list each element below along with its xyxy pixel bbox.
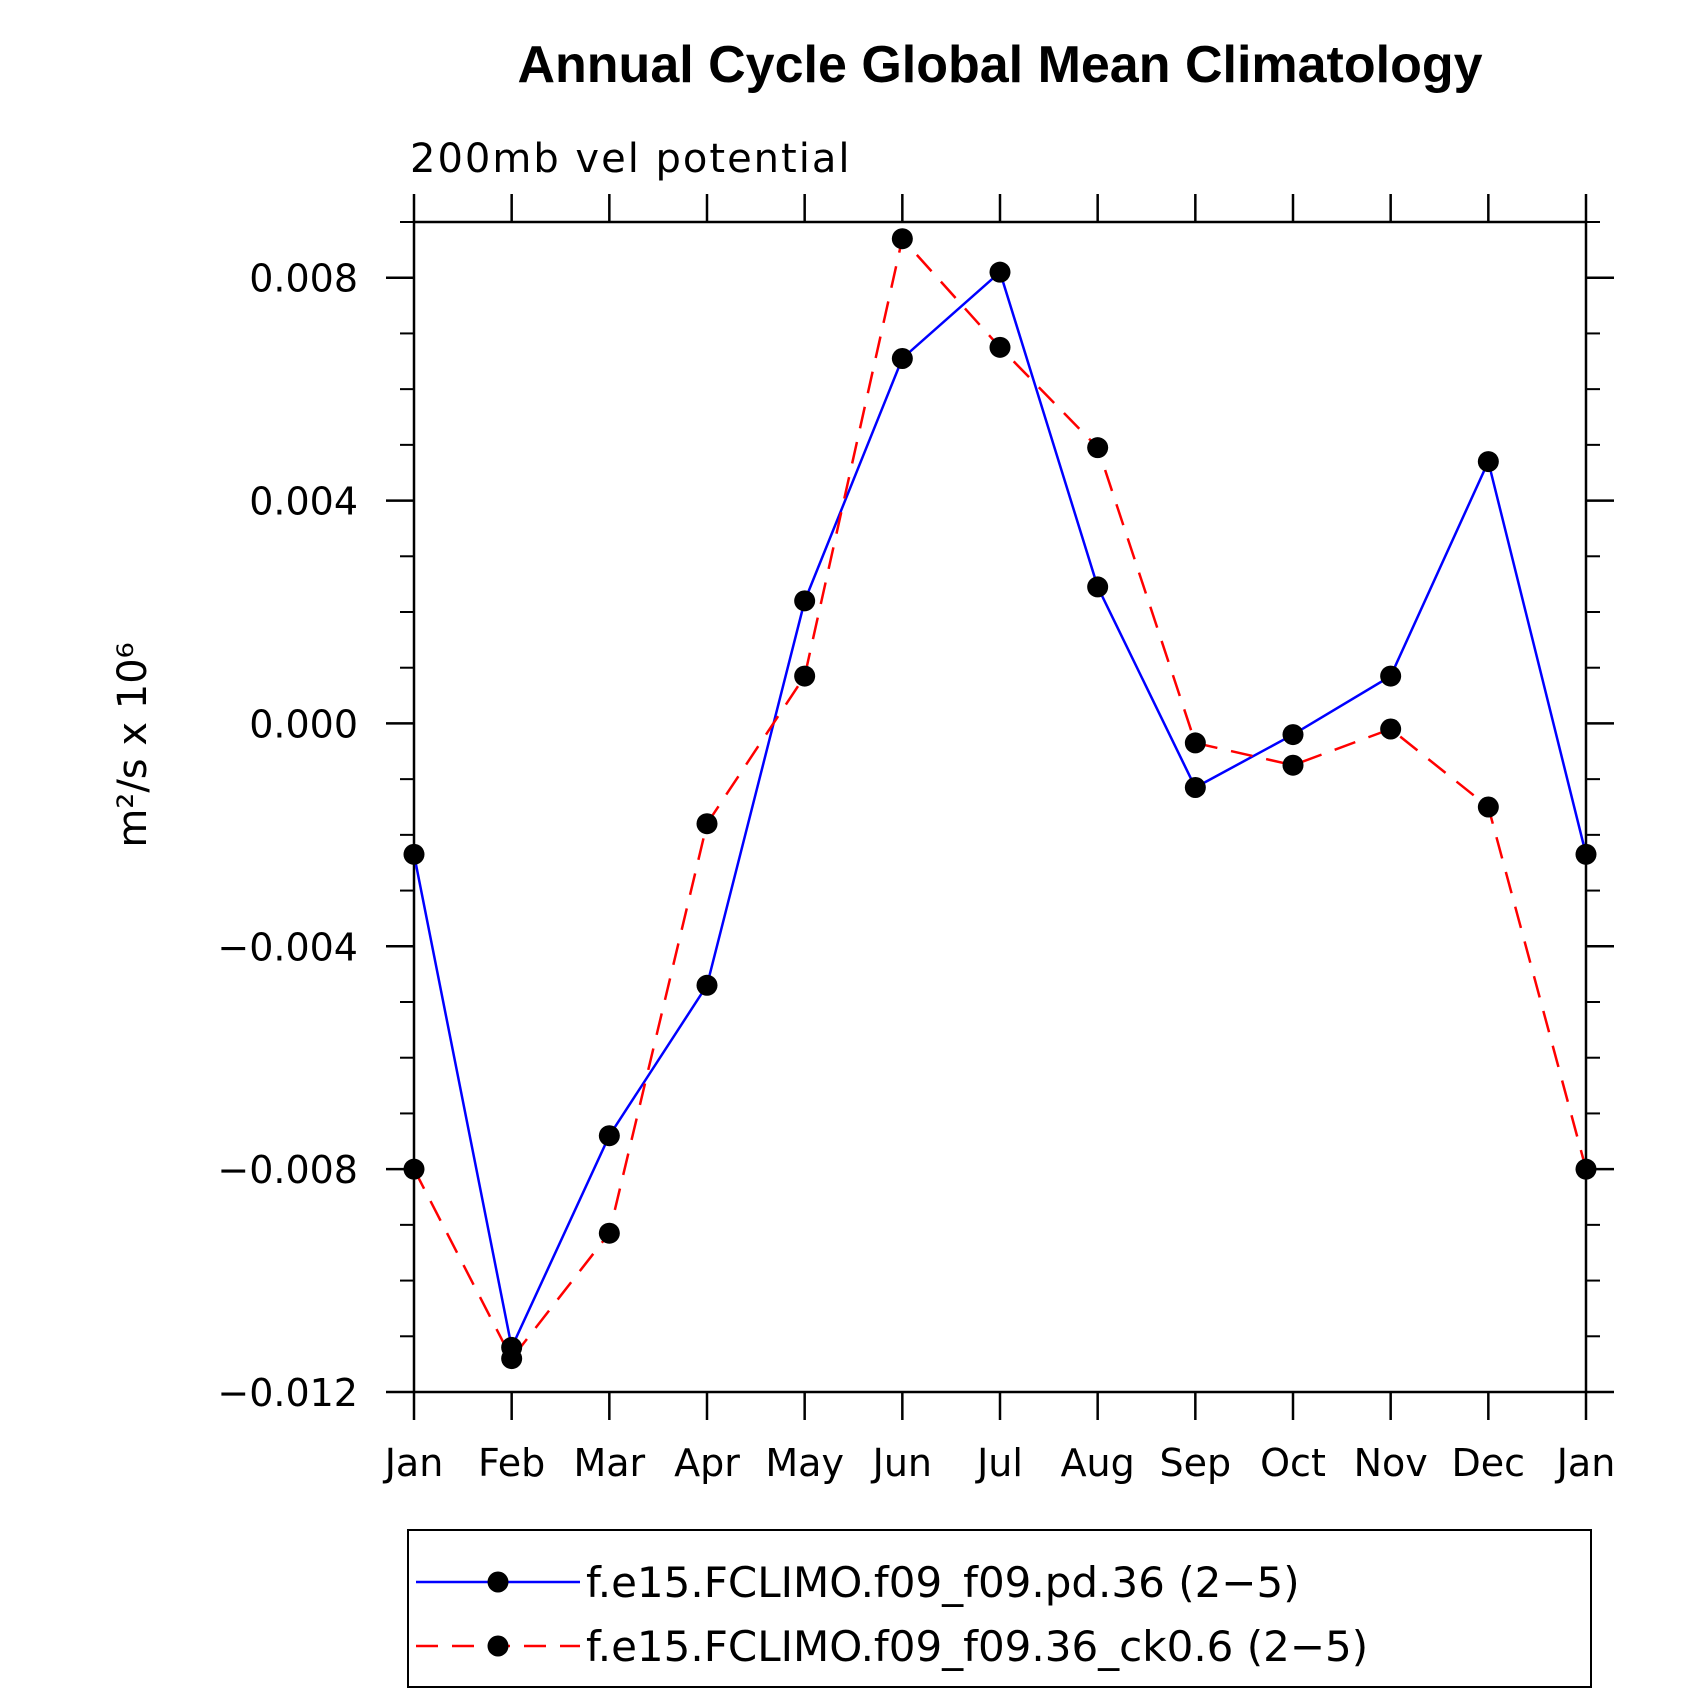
x-tick-label: Oct	[1260, 1441, 1326, 1485]
data-point-s2-jan	[403, 1158, 425, 1180]
x-tick-label: Sep	[1160, 1441, 1232, 1485]
x-tick-label: Aug	[1061, 1441, 1135, 1485]
x-tick-label: Jul	[975, 1441, 1023, 1485]
data-point-s2-aug	[1087, 437, 1109, 459]
x-tick-label: Dec	[1452, 1441, 1526, 1485]
legend-label-1: f.e15.FCLIMO.f09_f09.pd.36 (2−5)	[586, 1558, 1300, 1607]
data-point-s1-mar	[598, 1125, 620, 1147]
y-tick-label: −0.008	[217, 1148, 358, 1192]
data-point-s1-jul	[989, 261, 1011, 283]
data-point-s2-jun	[891, 228, 913, 250]
y-tick-label: −0.004	[217, 925, 358, 969]
series-line-1	[412, 269, 1588, 1352]
data-point-s1-nov	[1380, 665, 1402, 687]
legend-box	[407, 1529, 1592, 1688]
data-point-s2-apr	[696, 813, 718, 835]
data-point-s2-feb	[501, 1348, 523, 1370]
plot-frame	[412, 220, 1588, 1394]
legend-marker-2	[487, 1635, 509, 1657]
x-tick-label: Jun	[871, 1441, 932, 1485]
data-point-s2-sep	[1184, 732, 1206, 754]
legend: f.e15.FCLIMO.f09_f09.pd.36 (2−5) f.e15.FC…	[416, 1558, 1368, 1671]
data-point-s2-may	[794, 665, 816, 687]
chart-title: Annual Cycle Global Mean Climatology	[517, 36, 1482, 94]
series-layer	[403, 228, 1597, 1370]
x-tick-label: Apr	[674, 1441, 740, 1485]
x-tick-label: May	[765, 1441, 844, 1485]
plot-axes: −0.012 −0.008 −0.004 0.000 0.004 0.008 Jan Feb M…	[217, 194, 1615, 1485]
data-point-s2-oct	[1282, 754, 1304, 776]
data-point-s1-oct	[1282, 724, 1304, 746]
x-tick-label: Nov	[1354, 1441, 1428, 1485]
y-tick-label: 0.008	[249, 257, 358, 301]
y-tick-label: 0.000	[249, 702, 358, 746]
data-point-s2-jul	[989, 336, 1011, 358]
data-point-s2-dec	[1477, 796, 1499, 818]
data-point-s1-apr	[696, 974, 718, 996]
data-point-s1-sep	[1184, 777, 1206, 798]
data-point-s1-may	[794, 590, 816, 612]
data-point-s1-jan	[403, 843, 425, 865]
legend-marker-1	[487, 1571, 509, 1593]
data-point-s1-jun	[891, 348, 913, 369]
x-tick-label: Jan	[1555, 1441, 1616, 1485]
data-point-s1-dec	[1477, 451, 1499, 473]
data-point-s2-jan	[1575, 1158, 1597, 1180]
x-tick-label: Feb	[478, 1441, 545, 1485]
data-point-s2-mar	[598, 1222, 620, 1244]
data-point-s2-nov	[1380, 718, 1402, 740]
y-axis-label: m²/s x 10⁶	[110, 642, 156, 847]
chart-subtitle: 200mb vel potential	[410, 136, 851, 182]
series-line-2	[412, 236, 1588, 1361]
x-tick-label: Jan	[383, 1441, 444, 1485]
data-point-s1-aug	[1087, 576, 1109, 598]
y-tick-label: −0.012	[217, 1371, 358, 1415]
legend-label-2: f.e15.FCLIMO.f09_f09.36_ck0.6 (2−5)	[586, 1622, 1368, 1671]
y-tick-label: 0.004	[249, 480, 358, 524]
x-tick-label: Mar	[573, 1441, 645, 1485]
data-point-s1-jan	[1575, 843, 1597, 865]
